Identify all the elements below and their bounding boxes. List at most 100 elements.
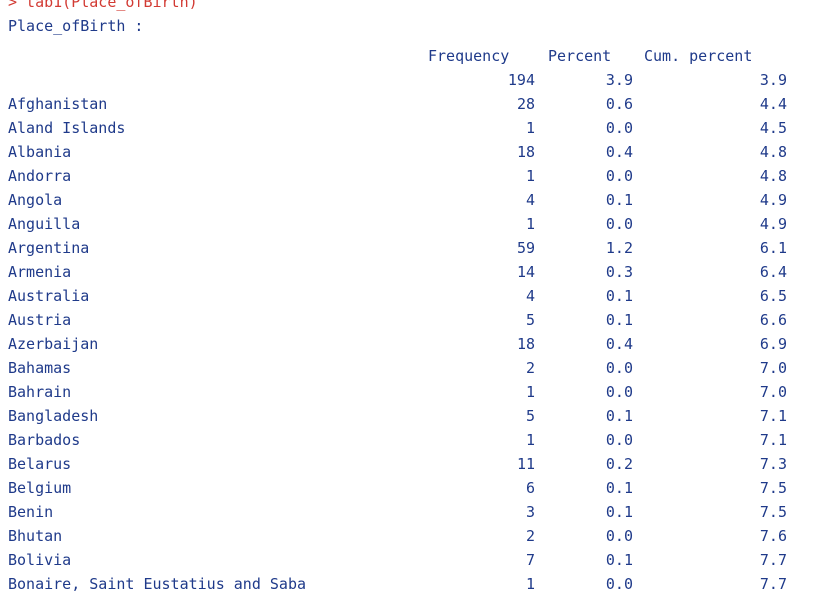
row-place-name: Australia xyxy=(8,287,90,305)
row-frequency: 1 xyxy=(525,167,535,185)
row-frequency: 1 xyxy=(525,575,535,593)
row-frequency: 194 xyxy=(507,71,535,89)
row-cum-percent: 7.5 xyxy=(759,479,787,497)
row-place-name: Albania xyxy=(8,143,72,161)
table-row: Bahamas 2 0.0 7.0 xyxy=(0,356,819,380)
table-row: Belgium 6 0.1 7.5 xyxy=(0,476,819,500)
table-row: Austria 5 0.1 6.6 xyxy=(0,308,819,332)
row-place-name: Bangladesh xyxy=(8,407,99,425)
row-percent: 0.4 xyxy=(605,335,633,353)
row-percent: 0.0 xyxy=(605,359,633,377)
row-frequency: 1 xyxy=(525,119,535,137)
row-place-name: Bonaire, Saint Eustatius and Saba xyxy=(8,575,307,593)
row-cum-percent: 7.5 xyxy=(759,503,787,521)
row-place-name: Bolivia xyxy=(8,551,72,569)
row-cum-percent: 4.4 xyxy=(759,95,787,113)
table-row: Belarus 11 0.2 7.3 xyxy=(0,452,819,476)
row-place-name: Andorra xyxy=(8,167,72,185)
table-row: Angola 4 0.1 4.9 xyxy=(0,188,819,212)
column-header-percent: Percent xyxy=(548,47,612,65)
command-line: > tab1(Place_ofBirth) xyxy=(8,0,198,11)
table-row: Bonaire, Saint Eustatius and Saba 1 0.0 7.7 xyxy=(0,572,819,596)
row-percent: 0.0 xyxy=(605,119,633,137)
row-cum-percent: 7.1 xyxy=(759,431,787,449)
row-percent: 0.0 xyxy=(605,431,633,449)
table-row: Azerbaijan 18 0.4 6.9 xyxy=(0,332,819,356)
table-row: Armenia 14 0.3 6.4 xyxy=(0,260,819,284)
row-frequency: 6 xyxy=(525,479,535,497)
row-place-name: Anguilla xyxy=(8,215,81,233)
row-place-name: Belgium xyxy=(8,479,72,497)
row-percent: 0.6 xyxy=(605,95,633,113)
row-percent: 0.0 xyxy=(605,575,633,593)
table-row: 194 3.9 3.9 xyxy=(0,68,819,92)
table-row: Benin 3 0.1 7.5 xyxy=(0,500,819,524)
row-percent: 3.9 xyxy=(605,71,633,89)
row-frequency: 5 xyxy=(525,311,535,329)
row-place-name: Armenia xyxy=(8,263,72,281)
table-row: Bangladesh 5 0.1 7.1 xyxy=(0,404,819,428)
row-place-name: Benin xyxy=(8,503,54,521)
row-frequency: 18 xyxy=(516,335,535,353)
row-cum-percent: 3.9 xyxy=(759,71,787,89)
row-place-name: Barbados xyxy=(8,431,81,449)
row-cum-percent: 4.8 xyxy=(759,143,787,161)
row-percent: 0.0 xyxy=(605,215,633,233)
row-place-name: Austria xyxy=(8,311,72,329)
row-cum-percent: 6.4 xyxy=(759,263,787,281)
table-row: Albania 18 0.4 4.8 xyxy=(0,140,819,164)
row-place-name: Aland Islands xyxy=(8,119,126,137)
row-frequency: 28 xyxy=(516,95,535,113)
row-percent: 0.1 xyxy=(605,311,633,329)
row-cum-percent: 7.0 xyxy=(759,359,787,377)
row-cum-percent: 6.1 xyxy=(759,239,787,257)
table-row: Bahrain 1 0.0 7.0 xyxy=(0,380,819,404)
table-variable-label: Place_ofBirth : xyxy=(8,17,144,35)
row-cum-percent: 4.8 xyxy=(759,167,787,185)
row-frequency: 5 xyxy=(525,407,535,425)
row-percent: 0.1 xyxy=(605,503,633,521)
table-row: Aland Islands 1 0.0 4.5 xyxy=(0,116,819,140)
row-frequency: 1 xyxy=(525,215,535,233)
row-cum-percent: 6.5 xyxy=(759,287,787,305)
row-percent: 0.1 xyxy=(605,407,633,425)
row-frequency: 18 xyxy=(516,143,535,161)
row-percent: 0.1 xyxy=(605,551,633,569)
row-percent: 0.3 xyxy=(605,263,633,281)
table-row: Andorra 1 0.0 4.8 xyxy=(0,164,819,188)
column-header-frequency: Frequency xyxy=(428,47,510,65)
row-frequency: 4 xyxy=(525,287,535,305)
row-frequency: 4 xyxy=(525,191,535,209)
row-percent: 0.0 xyxy=(605,383,633,401)
row-cum-percent: 6.9 xyxy=(759,335,787,353)
row-cum-percent: 4.9 xyxy=(759,215,787,233)
row-percent: 0.0 xyxy=(605,527,633,545)
row-frequency: 11 xyxy=(516,455,535,473)
row-frequency: 7 xyxy=(525,551,535,569)
row-percent: 0.1 xyxy=(605,479,633,497)
table-row: Barbados 1 0.0 7.1 xyxy=(0,428,819,452)
row-cum-percent: 7.0 xyxy=(759,383,787,401)
row-percent: 1.2 xyxy=(605,239,633,257)
row-percent: 0.2 xyxy=(605,455,633,473)
row-place-name: Argentina xyxy=(8,239,90,257)
row-percent: 0.0 xyxy=(605,167,633,185)
row-cum-percent: 6.6 xyxy=(759,311,787,329)
row-cum-percent: 4.5 xyxy=(759,119,787,137)
row-cum-percent: 7.1 xyxy=(759,407,787,425)
row-percent: 0.4 xyxy=(605,143,633,161)
table-row: Bolivia 7 0.1 7.7 xyxy=(0,548,819,572)
table-row: Anguilla 1 0.0 4.9 xyxy=(0,212,819,236)
column-header-cum-percent: Cum. percent xyxy=(644,47,753,65)
table-row: Afghanistan 28 0.6 4.4 xyxy=(0,92,819,116)
row-cum-percent: 7.3 xyxy=(759,455,787,473)
row-frequency: 1 xyxy=(525,383,535,401)
row-percent: 0.1 xyxy=(605,191,633,209)
row-cum-percent: 7.6 xyxy=(759,527,787,545)
row-place-name: Bahrain xyxy=(8,383,72,401)
table-row: Bhutan 2 0.0 7.6 xyxy=(0,524,819,548)
row-place-name: Afghanistan xyxy=(8,95,108,113)
row-frequency: 3 xyxy=(525,503,535,521)
row-cum-percent: 7.7 xyxy=(759,575,787,593)
